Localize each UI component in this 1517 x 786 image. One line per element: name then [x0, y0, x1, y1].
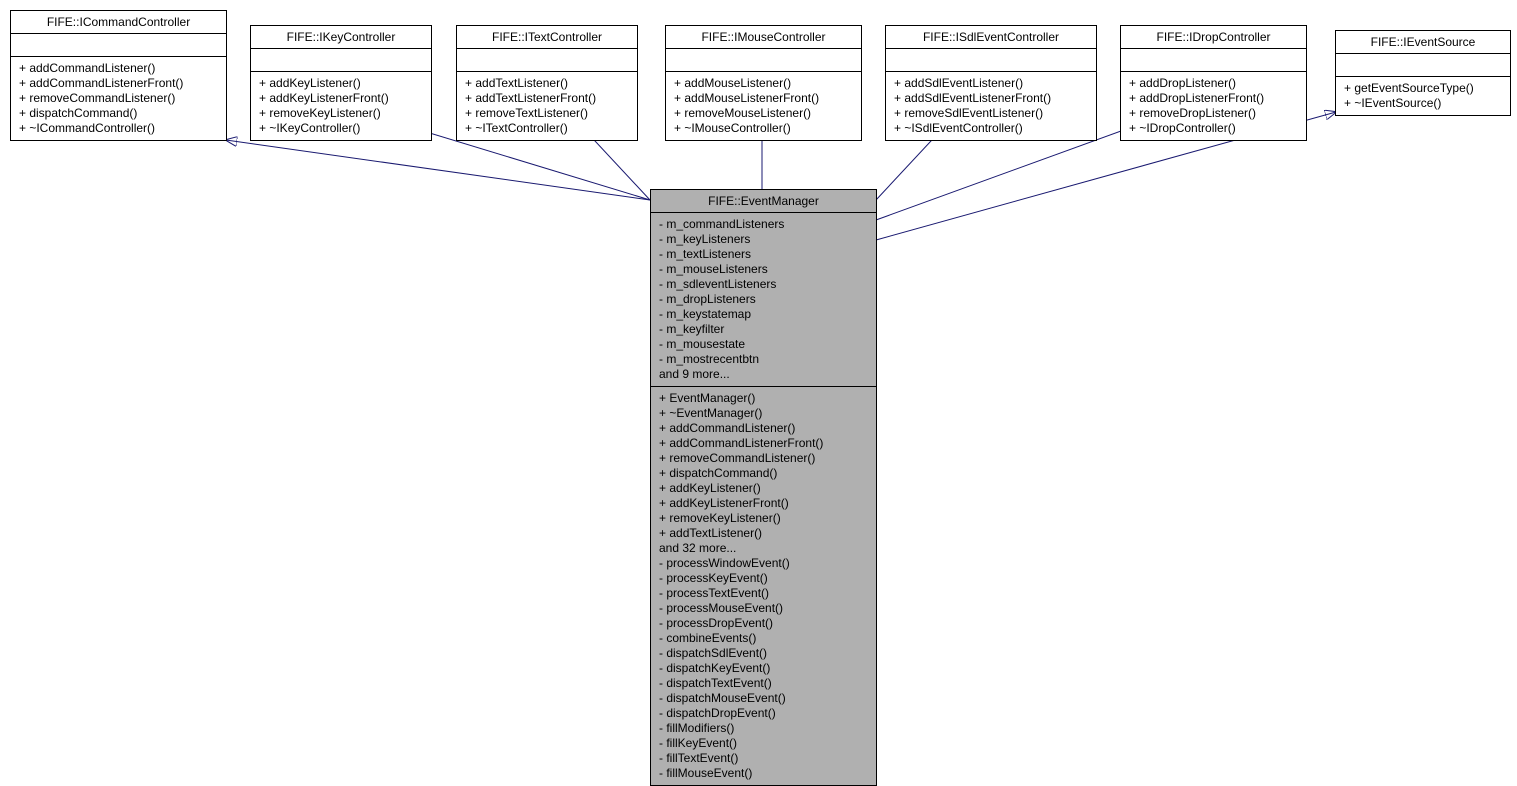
- member-row: + addDropListener(): [1129, 76, 1298, 91]
- class-title: FIFE::ITextController: [457, 26, 637, 49]
- member-row: + ~ICommandController(): [19, 121, 218, 136]
- member-row: - dispatchKeyEvent(): [659, 661, 868, 676]
- member-row: + addTextListener(): [465, 76, 629, 91]
- class-attrs-empty: [666, 49, 861, 72]
- member-row: - processDropEvent(): [659, 616, 868, 631]
- member-row: - dispatchSdlEvent(): [659, 646, 868, 661]
- member-row: - m_keyListeners: [659, 232, 868, 247]
- class-ieventsource[interactable]: FIFE::IEventSource + getEventSourceType(…: [1335, 30, 1511, 116]
- member-row: + removeCommandListener(): [19, 91, 218, 106]
- class-isdleventcontroller[interactable]: FIFE::ISdlEventController + addSdlEventL…: [885, 25, 1097, 141]
- class-title: FIFE::IKeyController: [251, 26, 431, 49]
- member-row: - dispatchMouseEvent(): [659, 691, 868, 706]
- class-attrs-empty: [11, 34, 226, 57]
- member-row: and 32 more...: [659, 541, 868, 556]
- member-row: + addKeyListenerFront(): [259, 91, 423, 106]
- member-row: - m_mousestate: [659, 337, 868, 352]
- member-row: - m_commandListeners: [659, 217, 868, 232]
- class-methods: + EventManager()+ ~EventManager()+ addCo…: [651, 387, 876, 785]
- member-row: + removeKeyListener(): [259, 106, 423, 121]
- member-row: + dispatchCommand(): [659, 466, 868, 481]
- member-row: + EventManager(): [659, 391, 868, 406]
- member-row: + addTextListener(): [659, 526, 868, 541]
- member-row: + ~ISdlEventController(): [894, 121, 1088, 136]
- member-row: and 9 more...: [659, 367, 868, 382]
- class-icommandcontroller[interactable]: FIFE::ICommandController + addCommandLis…: [10, 10, 227, 141]
- member-row: + ~EventManager(): [659, 406, 868, 421]
- member-row: - m_keyfilter: [659, 322, 868, 337]
- member-row: - m_textListeners: [659, 247, 868, 262]
- class-title: FIFE::IMouseController: [666, 26, 861, 49]
- class-attrs: - m_commandListeners- m_keyListeners- m_…: [651, 213, 876, 387]
- member-row: + addKeyListener(): [659, 481, 868, 496]
- member-row: + removeMouseListener(): [674, 106, 853, 121]
- member-row: + addCommandListenerFront(): [659, 436, 868, 451]
- member-row: - processTextEvent(): [659, 586, 868, 601]
- member-row: + addKeyListener(): [259, 76, 423, 91]
- member-row: - fillTextEvent(): [659, 751, 868, 766]
- inheritance-edge: [226, 140, 650, 200]
- member-row: + ~IMouseController(): [674, 121, 853, 136]
- member-row: - combineEvents(): [659, 631, 868, 646]
- member-row: + addMouseListener(): [674, 76, 853, 91]
- member-row: + addCommandListener(): [19, 61, 218, 76]
- class-methods: + addCommandListener()+ addCommandListen…: [11, 57, 226, 140]
- class-title: FIFE::IDropController: [1121, 26, 1306, 49]
- class-attrs-empty: [457, 49, 637, 72]
- member-row: + removeTextListener(): [465, 106, 629, 121]
- member-row: - fillKeyEvent(): [659, 736, 868, 751]
- member-row: + ~IEventSource(): [1344, 96, 1502, 111]
- member-row: + dispatchCommand(): [19, 106, 218, 121]
- class-title: FIFE::IEventSource: [1336, 31, 1510, 54]
- member-row: - m_dropListeners: [659, 292, 868, 307]
- member-row: + removeKeyListener(): [659, 511, 868, 526]
- member-row: - processKeyEvent(): [659, 571, 868, 586]
- member-row: - dispatchDropEvent(): [659, 706, 868, 721]
- member-row: + addDropListenerFront(): [1129, 91, 1298, 106]
- class-idropcontroller[interactable]: FIFE::IDropController + addDropListener(…: [1120, 25, 1307, 141]
- member-row: + addMouseListenerFront(): [674, 91, 853, 106]
- member-row: - dispatchTextEvent(): [659, 676, 868, 691]
- member-row: - m_sdleventListeners: [659, 277, 868, 292]
- member-row: - processWindowEvent(): [659, 556, 868, 571]
- member-row: - fillMouseEvent(): [659, 766, 868, 781]
- class-title: FIFE::EventManager: [651, 190, 876, 213]
- class-methods: + addDropListener()+ addDropListenerFron…: [1121, 72, 1306, 140]
- class-imousecontroller[interactable]: FIFE::IMouseController + addMouseListene…: [665, 25, 862, 141]
- class-methods: + addTextListener()+ addTextListenerFron…: [457, 72, 637, 140]
- member-row: + addKeyListenerFront(): [659, 496, 868, 511]
- member-row: + ~IDropController(): [1129, 121, 1298, 136]
- class-title: FIFE::ISdlEventController: [886, 26, 1096, 49]
- member-row: + removeDropListener(): [1129, 106, 1298, 121]
- member-row: + ~ITextController(): [465, 121, 629, 136]
- member-row: + removeCommandListener(): [659, 451, 868, 466]
- class-ikeycontroller[interactable]: FIFE::IKeyController + addKeyListener()+…: [250, 25, 432, 141]
- member-row: - m_keystatemap: [659, 307, 868, 322]
- class-itextcontroller[interactable]: FIFE::ITextController + addTextListener(…: [456, 25, 638, 141]
- class-title: FIFE::ICommandController: [11, 11, 226, 34]
- member-row: - processMouseEvent(): [659, 601, 868, 616]
- member-row: + addSdlEventListener(): [894, 76, 1088, 91]
- class-methods: + addSdlEventListener()+ addSdlEventList…: [886, 72, 1096, 140]
- member-row: - m_mouseListeners: [659, 262, 868, 277]
- member-row: + ~IKeyController(): [259, 121, 423, 136]
- member-row: + addTextListenerFront(): [465, 91, 629, 106]
- class-methods: + getEventSourceType()+ ~IEventSource(): [1336, 77, 1510, 115]
- member-row: + addSdlEventListenerFront(): [894, 91, 1088, 106]
- class-methods: + addKeyListener()+ addKeyListenerFront(…: [251, 72, 431, 140]
- class-eventmanager[interactable]: FIFE::EventManager - m_commandListeners-…: [650, 189, 877, 786]
- member-row: + addCommandListener(): [659, 421, 868, 436]
- class-methods: + addMouseListener()+ addMouseListenerFr…: [666, 72, 861, 140]
- member-row: + getEventSourceType(): [1344, 81, 1502, 96]
- member-row: - fillModifiers(): [659, 721, 868, 736]
- class-attrs-empty: [251, 49, 431, 72]
- class-attrs-empty: [1336, 54, 1510, 77]
- member-row: + removeSdlEventListener(): [894, 106, 1088, 121]
- class-attrs-empty: [886, 49, 1096, 72]
- member-row: + addCommandListenerFront(): [19, 76, 218, 91]
- class-attrs-empty: [1121, 49, 1306, 72]
- member-row: - m_mostrecentbtn: [659, 352, 868, 367]
